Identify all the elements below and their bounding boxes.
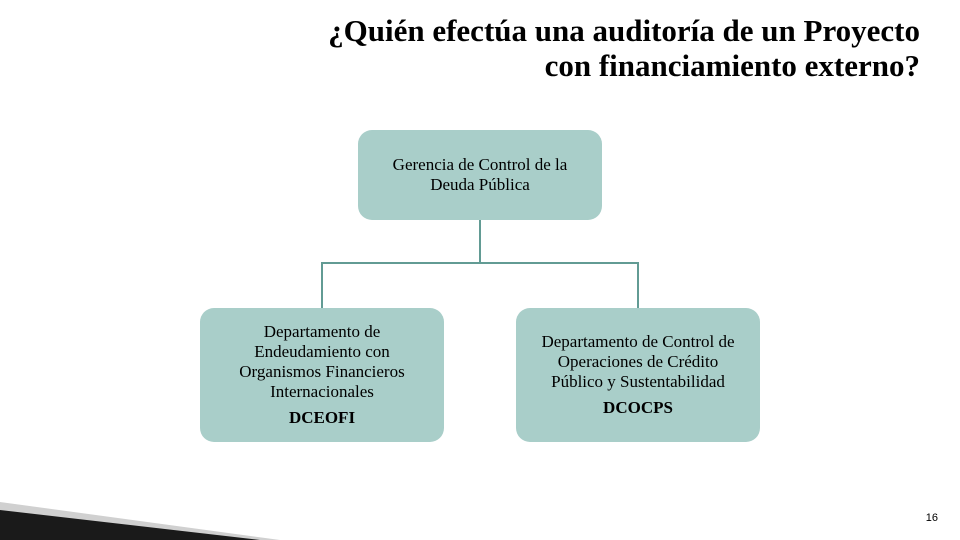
org-child-left-description: Departamento de Endeudamiento con Organi… [218,322,426,402]
title-line-2: con financiamiento externo? [545,48,920,83]
title-line-1: ¿Quién efectúa una auditoría de un Proye… [328,13,920,48]
org-child-left-acronym: DCEOFI [289,408,355,428]
org-child-right-acronym: DCOCPS [603,398,673,418]
org-child-left: Departamento de Endeudamiento con Organi… [200,308,444,442]
org-parent-node: Gerencia de Control de la Deuda Pública [358,130,602,220]
connector-left [321,262,323,308]
connector-trunk [479,220,481,264]
corner-decoration [0,480,300,540]
page-number: 16 [926,512,938,524]
slide-title: ¿Quién efectúa una auditoría de un Proye… [100,14,920,83]
org-parent-label: Gerencia de Control de la Deuda Pública [376,155,584,196]
connector-right [637,262,639,308]
org-child-right-description: Departamento de Control de Operaciones d… [534,332,742,392]
org-child-right: Departamento de Control de Operaciones d… [516,308,760,442]
connector-horizontal [321,262,638,264]
org-chart: Gerencia de Control de la Deuda Pública … [0,130,960,470]
